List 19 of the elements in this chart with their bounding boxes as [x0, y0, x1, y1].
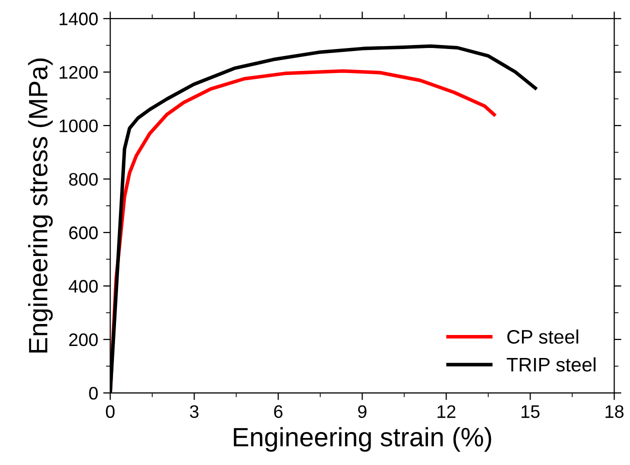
- x-tick-label: 12: [438, 405, 456, 418]
- x-tick-label: 9: [358, 405, 366, 418]
- x-tick-label: 6: [274, 405, 282, 418]
- y-tick-label: 1200: [60, 66, 98, 79]
- y-tick-label: 400: [68, 280, 98, 293]
- y-tick-label: 800: [69, 172, 98, 186]
- x-axis-title: Engineering strain (%): [234, 427, 492, 452]
- x-tick-label: 0: [106, 405, 115, 418]
- x-tick-label: 3: [190, 405, 198, 418]
- y-tick-label: 1000: [60, 119, 98, 132]
- legend-label: TRIP steel: [506, 357, 596, 372]
- x-tick-label: 15: [522, 405, 540, 418]
- y-tick-label: 0: [89, 386, 98, 400]
- y-tick-label: 200: [69, 333, 98, 346]
- y-tick-label: 1400: [60, 12, 98, 26]
- x-tick-label: 18: [606, 405, 624, 418]
- y-tick-label: 600: [69, 226, 98, 240]
- y-axis-title: Engineering stress (MPa): [28, 58, 53, 352]
- legend-label: CP steel: [507, 329, 578, 344]
